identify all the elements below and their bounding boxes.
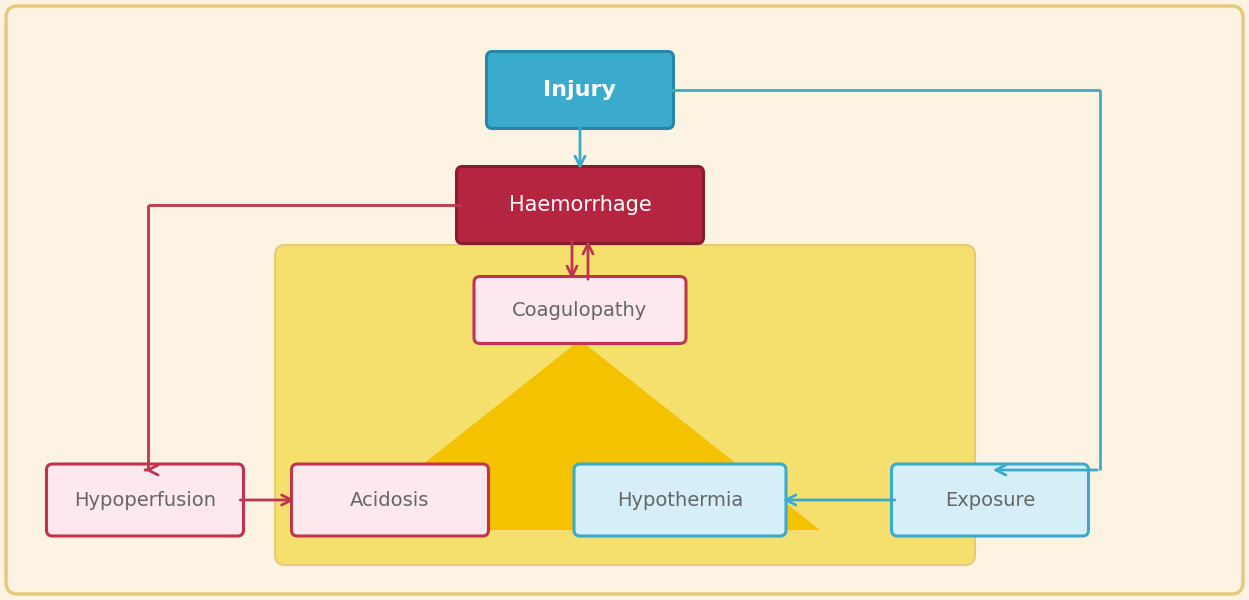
FancyBboxPatch shape bbox=[892, 464, 1088, 536]
FancyBboxPatch shape bbox=[46, 464, 244, 536]
FancyBboxPatch shape bbox=[6, 6, 1243, 594]
Text: Hypoperfusion: Hypoperfusion bbox=[74, 491, 216, 509]
Text: Coagulopathy: Coagulopathy bbox=[512, 301, 648, 319]
FancyBboxPatch shape bbox=[575, 464, 786, 536]
FancyBboxPatch shape bbox=[475, 277, 686, 343]
Text: Hypothermia: Hypothermia bbox=[617, 491, 743, 509]
FancyBboxPatch shape bbox=[275, 245, 975, 565]
Polygon shape bbox=[340, 340, 821, 530]
FancyBboxPatch shape bbox=[291, 464, 488, 536]
FancyBboxPatch shape bbox=[487, 52, 673, 128]
Text: Exposure: Exposure bbox=[945, 491, 1035, 509]
Text: Injury: Injury bbox=[543, 80, 617, 100]
Text: Haemorrhage: Haemorrhage bbox=[508, 195, 652, 215]
Text: Acidosis: Acidosis bbox=[350, 491, 430, 509]
FancyBboxPatch shape bbox=[456, 166, 703, 244]
